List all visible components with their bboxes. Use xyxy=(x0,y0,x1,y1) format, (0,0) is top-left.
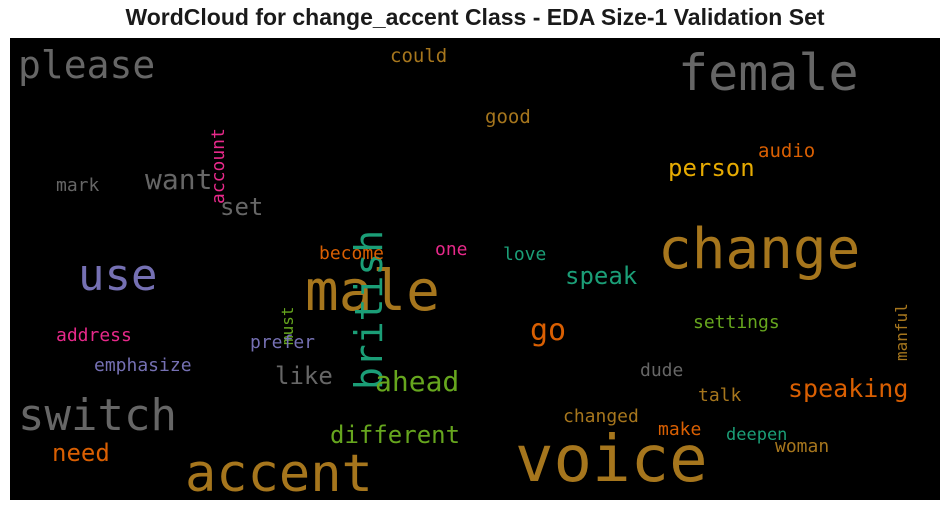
word-ahead: ahead xyxy=(375,365,460,398)
word-woman: woman xyxy=(775,436,830,457)
word-dude: dude xyxy=(640,360,684,381)
word-manful: manful xyxy=(892,303,911,361)
word-make: make xyxy=(658,419,702,440)
word-like: like xyxy=(275,362,333,390)
word-become: become xyxy=(319,243,385,264)
word-cloud: voice change male accent female switch please u… xyxy=(10,38,940,500)
word-switch: switch xyxy=(18,390,177,441)
word-audio: audio xyxy=(758,140,816,162)
word-prefer: prefer xyxy=(250,332,316,353)
word-good: good xyxy=(485,106,531,128)
word-one: one xyxy=(435,239,468,260)
word-set: set xyxy=(220,193,264,221)
word-changed: changed xyxy=(563,406,639,427)
word-different: different xyxy=(330,421,461,449)
word-want: want xyxy=(145,163,213,196)
word-accent: accent xyxy=(185,444,373,500)
word-male: male xyxy=(305,259,440,324)
word-emphasize: emphasize xyxy=(94,355,192,376)
word-need: need xyxy=(52,439,110,467)
word-change: change xyxy=(658,217,861,282)
word-mark: mark xyxy=(56,175,100,196)
word-love: love xyxy=(503,244,547,265)
word-talk: talk xyxy=(698,385,742,406)
word-settings: settings xyxy=(693,312,780,333)
word-could: could xyxy=(390,45,448,67)
word-person: person xyxy=(668,154,755,182)
word-account: account xyxy=(208,128,229,204)
word-female: female xyxy=(678,44,859,102)
word-go: go xyxy=(530,313,567,348)
word-speaking: speaking xyxy=(788,374,909,403)
word-deepen: deepen xyxy=(726,425,788,445)
word-speak: speak xyxy=(565,262,638,290)
word-use: use xyxy=(78,250,158,301)
chart-title: WordCloud for change_accent Class - EDA … xyxy=(125,4,825,30)
word-voice: voice xyxy=(515,423,708,497)
word-address: address xyxy=(56,325,132,346)
word-please: please xyxy=(18,43,156,87)
